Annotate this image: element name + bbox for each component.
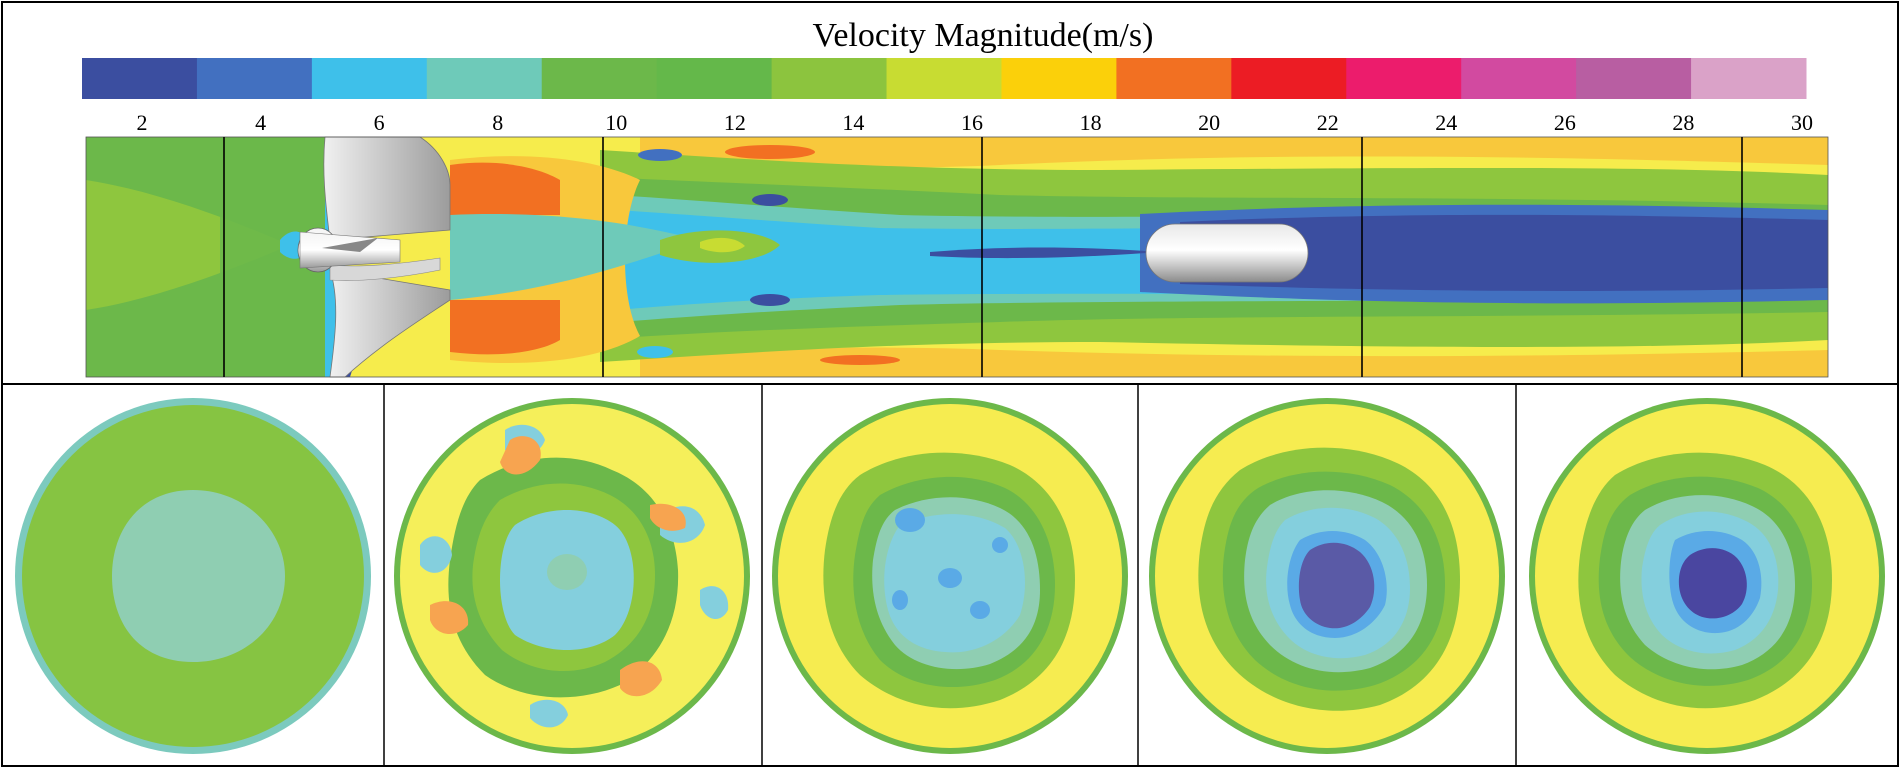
legend-swatch xyxy=(1461,58,1577,99)
section-plane-2-contour xyxy=(394,398,750,754)
legend-swatch xyxy=(541,58,658,99)
section-plane-5-contour xyxy=(1529,398,1885,754)
legend-tick-label: 30 xyxy=(1791,110,1813,135)
legend-swatch xyxy=(426,58,543,99)
legend-swatch xyxy=(1576,58,1692,99)
legend-swatch xyxy=(886,58,1002,99)
legend-tick-label: 12 xyxy=(724,110,746,135)
legend-tick-label: 8 xyxy=(492,110,503,135)
legend-tick-label: 16 xyxy=(961,110,983,135)
section-plane-3-contour xyxy=(772,398,1128,754)
legend-swatch xyxy=(82,58,198,99)
legend-tick-label: 20 xyxy=(1198,110,1220,135)
legend-colorbar xyxy=(82,58,1807,99)
legend-swatch xyxy=(311,58,428,99)
legend-swatch xyxy=(771,58,888,99)
legend-tick-labels: 2 4 6 8 10 12 14 16 18 20 22 24 26 28 30 xyxy=(137,110,1814,135)
section-plane-4-contour xyxy=(1149,398,1505,754)
legend-tick-label: 2 xyxy=(137,110,148,135)
section-plane-1-contour xyxy=(15,398,371,754)
legend-swatch xyxy=(1691,58,1807,99)
legend-swatch xyxy=(1231,58,1347,99)
legend-swatch xyxy=(1001,58,1117,99)
legend-tick-label: 6 xyxy=(374,110,385,135)
downstream-body-geometry xyxy=(1145,223,1309,283)
legend-tick-label: 24 xyxy=(1435,110,1457,135)
legend-tick-label: 18 xyxy=(1080,110,1102,135)
legend-title: Velocity Magnitude(m/s) xyxy=(813,17,1154,54)
propeller-geometry xyxy=(297,136,451,378)
legend-swatch xyxy=(1116,58,1232,99)
legend-tick-label: 28 xyxy=(1672,110,1694,135)
legend-tick-label: 10 xyxy=(605,110,627,135)
legend-tick-label: 22 xyxy=(1317,110,1339,135)
legend-tick-label: 14 xyxy=(842,110,864,135)
legend-tick-label: 26 xyxy=(1554,110,1576,135)
legend-swatch xyxy=(196,58,313,99)
legend-swatch xyxy=(656,58,773,99)
legend-tick-label: 4 xyxy=(255,110,266,135)
legend-swatch xyxy=(1346,58,1462,99)
duct-outline xyxy=(85,136,1829,378)
